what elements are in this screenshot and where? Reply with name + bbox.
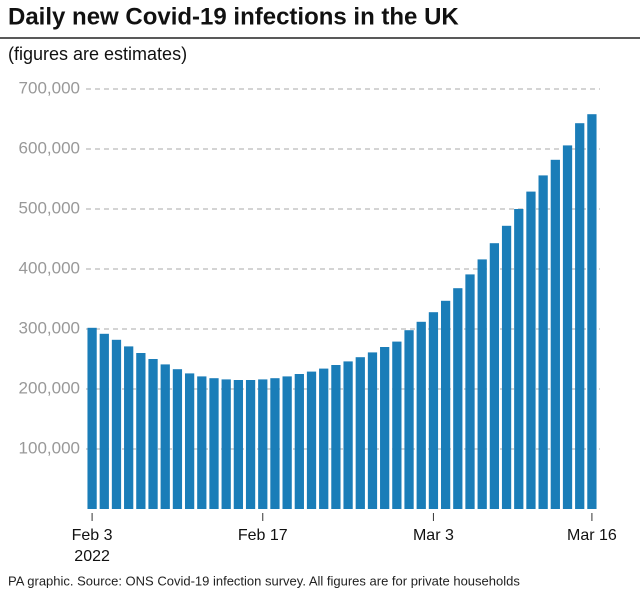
bar [380,347,390,509]
bar [489,243,500,509]
bar [404,330,414,509]
y-tick-label: 400,000 [19,258,80,277]
bar [258,379,268,509]
y-tick-label: 300,000 [19,318,80,337]
bar [221,379,231,509]
bar [197,376,207,509]
bar [331,365,341,509]
x-tick-label: Feb 3 [72,527,113,544]
bar [562,145,573,509]
x-tick-label: Mar 16 [567,527,617,544]
bar [184,373,195,509]
y-tick-label: 200,000 [19,378,80,397]
y-tick-label: 500,000 [19,198,80,217]
bar [343,361,353,509]
x-year-label: 2022 [74,548,110,565]
bar [587,114,597,509]
bar [160,364,170,509]
bar [306,371,317,509]
bar [538,175,548,509]
bar [367,352,378,509]
bar [465,274,475,509]
x-tick-label: Mar 3 [413,527,454,544]
bar [148,359,158,509]
y-tick-label: 700,000 [19,78,80,97]
source-note: PA graphic. Source: ONS Covid-19 infecti… [8,573,520,588]
chart-subtitle: (figures are estimates) [8,44,187,64]
bar [270,378,280,509]
bar [428,312,439,509]
bar [416,321,426,509]
bar [526,191,536,509]
bar [575,123,585,509]
bar [209,378,219,509]
bar [392,341,402,509]
bar [87,327,97,509]
chart-title: Daily new Covid-19 infections in the UK [8,3,459,30]
bar [111,339,122,509]
bar [440,300,451,509]
bar [514,209,524,509]
bar [136,353,146,509]
bar [294,374,304,509]
x-tick-label: Feb 17 [238,527,288,544]
bar [477,259,487,509]
bar [319,368,329,509]
bar [99,333,109,509]
bar [124,346,134,509]
bar [355,357,365,509]
bar [282,376,292,509]
y-tick-label: 100,000 [19,438,80,457]
bar [233,380,244,509]
bar [245,380,256,509]
bar [172,369,183,509]
bar [501,225,512,510]
bar [453,288,463,509]
y-tick-label: 600,000 [19,138,80,157]
bar [550,159,560,510]
